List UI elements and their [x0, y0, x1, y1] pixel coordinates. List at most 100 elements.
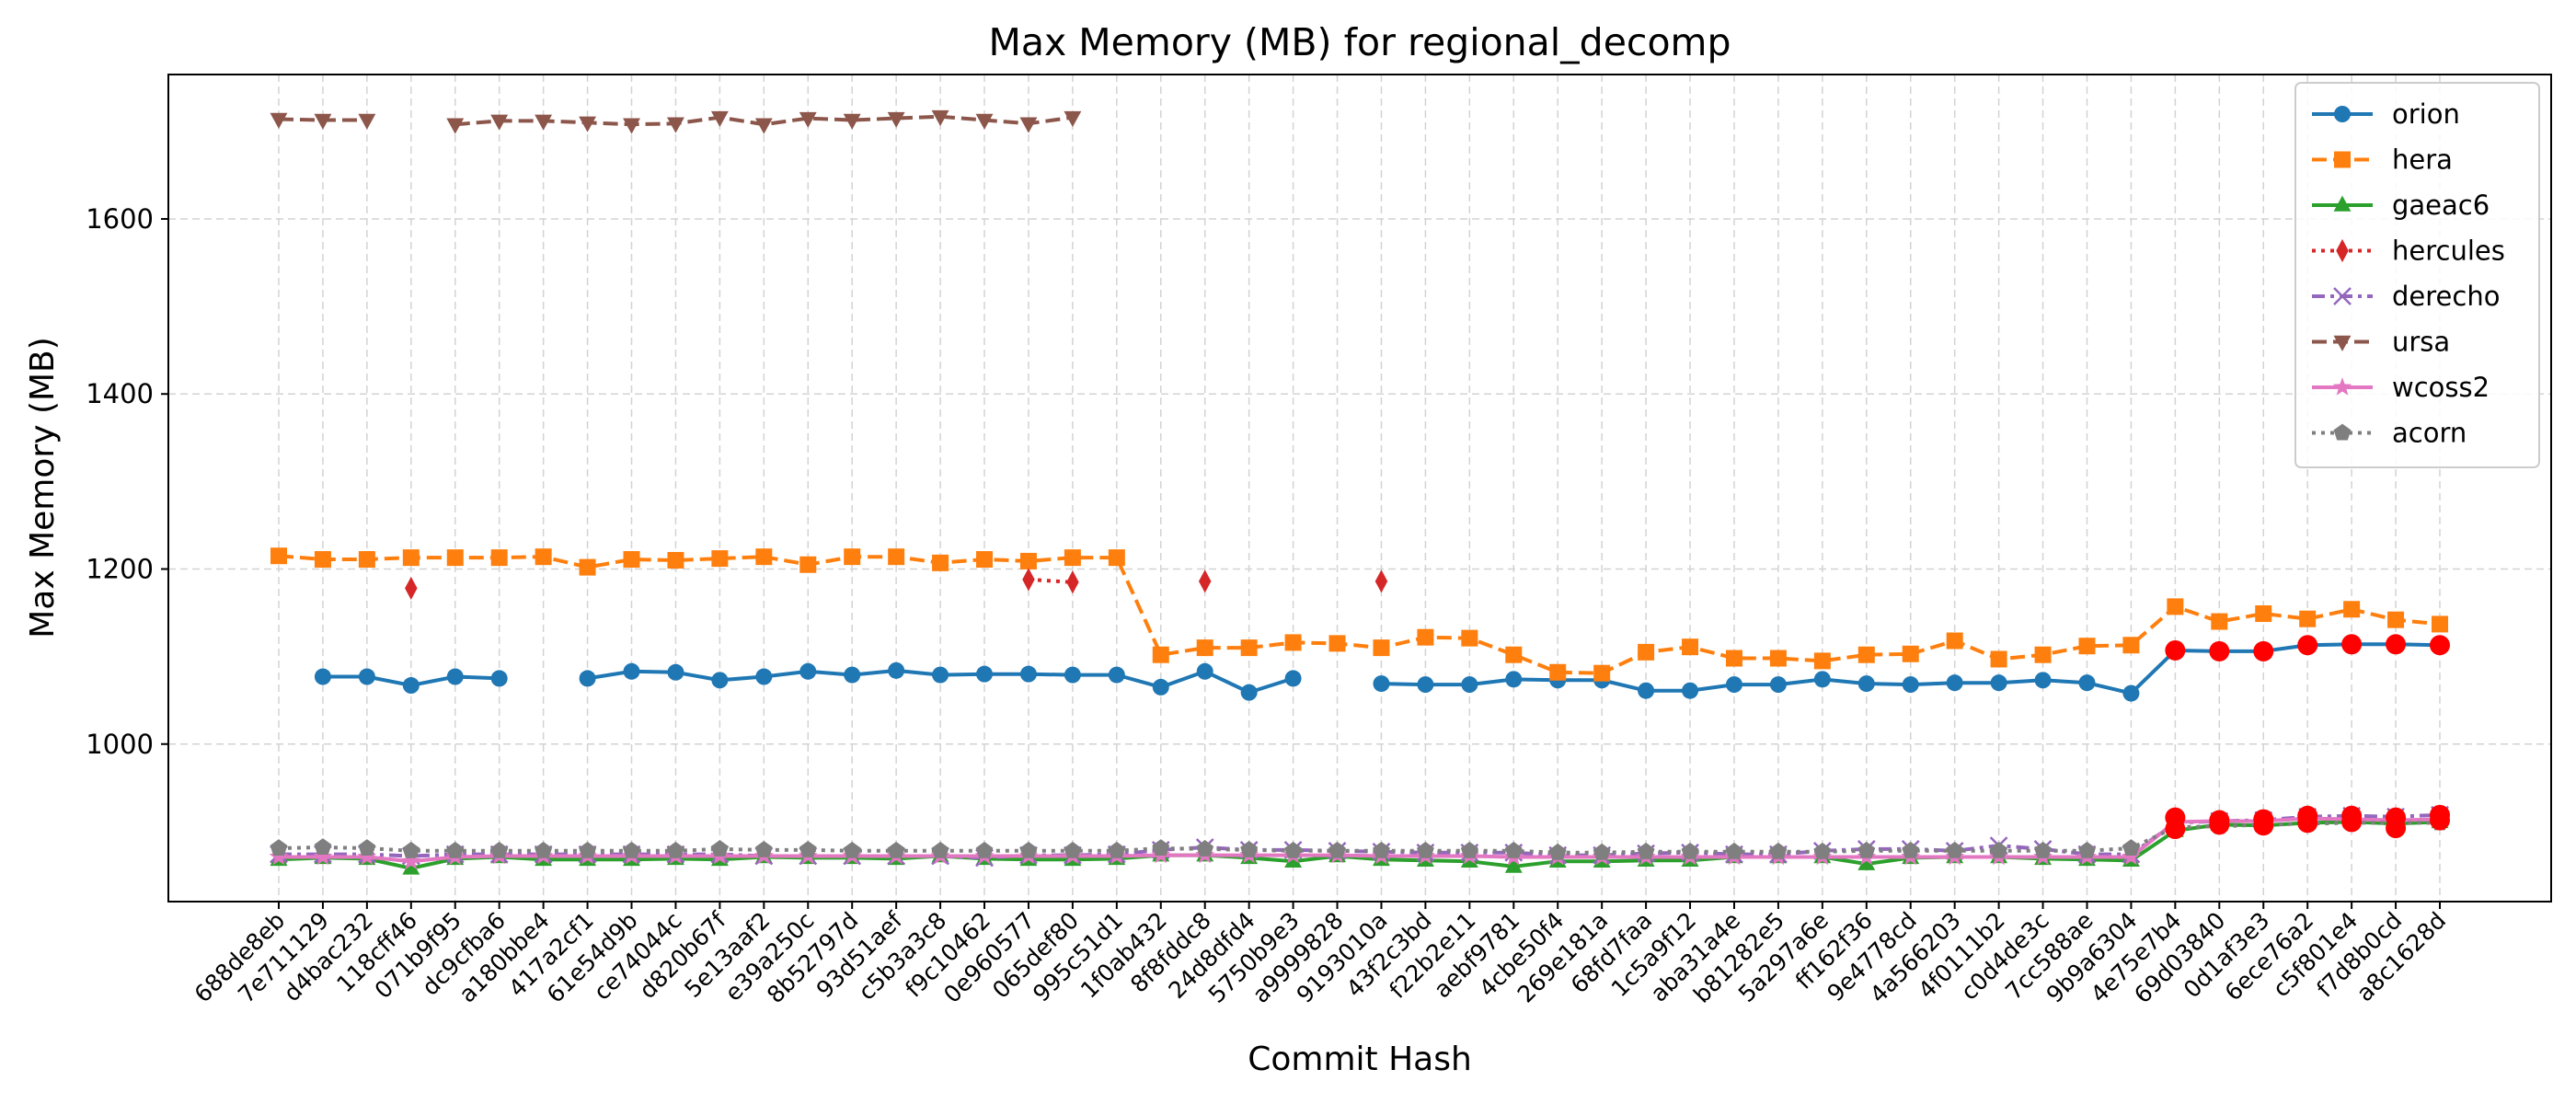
- data-point-acorn: [1460, 841, 1478, 858]
- legend-label: gaeac6: [2392, 190, 2490, 221]
- y-tick-label: 1600: [86, 203, 154, 235]
- data-point-ursa: [799, 111, 817, 128]
- highlight-point: [2297, 635, 2318, 656]
- legend-marker: [2332, 377, 2352, 396]
- highlight-point: [2297, 812, 2318, 834]
- data-point-orion: [2122, 684, 2140, 702]
- data-point-acorn: [1946, 841, 1964, 858]
- legend-item-wcoss2: wcoss2: [2312, 372, 2490, 403]
- data-point-hera: [446, 549, 464, 567]
- highlight-point: [2253, 815, 2274, 836]
- data-point-hera: [888, 548, 905, 566]
- grid: [168, 75, 2551, 902]
- legend-item-orion: orion: [2312, 98, 2460, 130]
- data-point-orion: [932, 666, 949, 684]
- legend-label: wcoss2: [2392, 372, 2490, 403]
- data-point-ursa: [931, 109, 949, 127]
- data-point-orion: [1240, 684, 1258, 701]
- data-point-ursa: [623, 118, 640, 134]
- data-point-orion: [1813, 671, 1831, 688]
- y-tick-label: 1000: [86, 729, 154, 760]
- data-point-orion: [314, 668, 331, 685]
- y-axis: 1000 1200 1400 1600: [86, 203, 168, 760]
- highlight-point: [2386, 634, 2407, 655]
- legend-item-hera: hera: [2312, 144, 2453, 176]
- data-point-hera: [1461, 629, 1478, 647]
- data-point-hera: [2034, 646, 2052, 663]
- data-point-hercules: [405, 576, 418, 601]
- data-point-acorn: [1725, 842, 1743, 859]
- highlight-layer: [2165, 634, 2450, 840]
- data-point-acorn: [358, 839, 376, 856]
- data-point-orion: [1946, 674, 1963, 692]
- data-point-hera: [314, 551, 331, 569]
- data-point-orion: [1638, 682, 1655, 699]
- data-point-hera: [844, 548, 861, 566]
- data-point-hera: [1240, 639, 1258, 657]
- data-point-ursa: [666, 117, 684, 133]
- data-point-wcoss2: [313, 846, 333, 866]
- data-point-hera: [1505, 646, 1523, 663]
- data-point-acorn: [1990, 841, 2007, 858]
- data-point-hera: [1769, 650, 1787, 667]
- series-ursa: [270, 109, 1082, 134]
- data-point-orion: [1152, 678, 1169, 696]
- data-point-acorn: [1769, 842, 1788, 859]
- data-point-acorn: [2034, 841, 2052, 858]
- data-point-acorn: [446, 841, 465, 858]
- data-point-hera: [2122, 637, 2140, 654]
- data-point-gaeac6: [1857, 854, 1876, 870]
- data-point-orion: [976, 665, 994, 683]
- data-point-ursa: [887, 111, 905, 128]
- data-point-gaeac6: [1504, 857, 1523, 873]
- data-point-hera: [2078, 638, 2096, 655]
- data-point-hera: [2299, 610, 2317, 627]
- data-point-acorn: [1548, 843, 1567, 860]
- data-point-hera: [1725, 650, 1742, 667]
- data-point-hera: [1682, 638, 1699, 656]
- data-point-ursa: [535, 114, 553, 131]
- data-point-orion: [1990, 674, 2007, 692]
- data-point-acorn: [1637, 842, 1655, 859]
- data-point-acorn: [1284, 841, 1302, 858]
- data-point-orion: [1196, 662, 1213, 680]
- data-point-hera: [932, 554, 949, 571]
- data-point-hera: [1196, 639, 1213, 657]
- legend-item-hercules: hercules: [2312, 236, 2505, 267]
- y-axis-label: Max Memory (MB): [24, 337, 62, 638]
- data-point-acorn: [1417, 841, 1434, 858]
- data-point-orion: [844, 666, 861, 684]
- data-point-hera: [711, 550, 729, 568]
- data-point-hera: [667, 551, 684, 569]
- data-point-hera: [1549, 663, 1567, 681]
- data-point-hera: [1373, 639, 1390, 657]
- data-point-orion: [711, 672, 729, 689]
- data-point-orion: [1857, 675, 1875, 693]
- legend-marker: [2333, 335, 2352, 351]
- data-point-orion: [1682, 682, 1699, 699]
- data-point-acorn: [314, 838, 332, 855]
- highlight-point: [2165, 819, 2186, 840]
- series-hercules: [405, 568, 1388, 601]
- data-point-wcoss2: [269, 846, 289, 866]
- data-point-orion: [1725, 676, 1742, 694]
- data-point-hera: [2343, 601, 2361, 618]
- data-point-hera: [1902, 645, 1919, 662]
- data-point-orion: [446, 668, 464, 685]
- data-point-orion: [888, 661, 905, 679]
- data-point-acorn: [1108, 841, 1126, 858]
- data-point-hera: [402, 549, 420, 567]
- data-point-ursa: [1064, 110, 1082, 127]
- data-point-orion: [755, 668, 773, 685]
- data-point-hera: [358, 551, 375, 569]
- data-point-acorn: [1902, 841, 1920, 858]
- legend-label: derecho: [2392, 281, 2500, 312]
- data-point-hera: [976, 551, 994, 569]
- data-point-acorn: [579, 841, 596, 858]
- data-point-acorn: [1593, 843, 1611, 860]
- data-point-hera: [799, 556, 817, 573]
- data-point-gaeac6: [1284, 851, 1303, 868]
- data-point-ursa: [446, 118, 465, 134]
- data-point-acorn: [1064, 841, 1082, 858]
